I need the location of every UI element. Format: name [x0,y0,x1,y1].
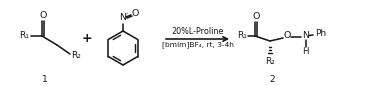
Text: O: O [252,12,260,21]
Text: R₁: R₁ [237,31,247,41]
Text: +: + [82,31,92,44]
Text: R₂: R₂ [265,57,275,66]
Text: [bmim]BF₄, rt, 3-4h: [bmim]BF₄, rt, 3-4h [161,41,234,48]
Text: N: N [302,31,309,41]
Text: O: O [39,10,47,20]
Text: O: O [131,9,139,18]
Text: ·: · [125,11,128,17]
Text: 2: 2 [269,74,275,84]
Text: N: N [119,14,127,23]
Text: H: H [302,47,309,57]
Text: R₁: R₁ [19,31,29,41]
Text: R₂: R₂ [71,52,81,60]
Text: O: O [284,31,291,41]
Text: Ph: Ph [315,29,327,39]
Text: 1: 1 [42,74,48,84]
Text: 20%L-Proline: 20%L-Proline [171,27,224,36]
